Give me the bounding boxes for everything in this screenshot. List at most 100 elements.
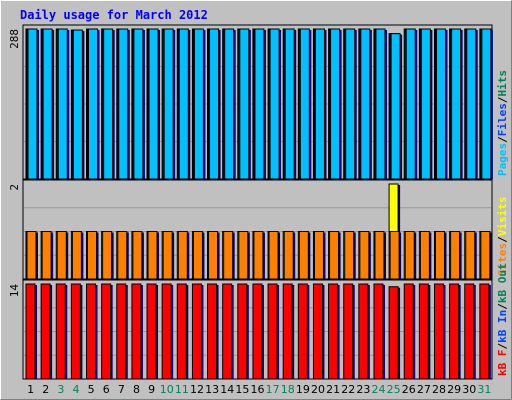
bar-pages-day-4 bbox=[72, 29, 83, 180]
day-label-26: 26 bbox=[402, 383, 416, 396]
bar-pages-day-18 bbox=[284, 28, 295, 180]
bar-kb-f-day-13 bbox=[207, 283, 218, 380]
bar-pages-day-2 bbox=[42, 28, 53, 180]
bar-kb-f-day-15 bbox=[237, 283, 248, 380]
bar-sites-day-15 bbox=[238, 231, 249, 280]
legend-entry: kB F bbox=[496, 350, 509, 377]
bar-pages-day-8 bbox=[133, 28, 144, 180]
panel-middle-max-label: 2 bbox=[8, 184, 21, 191]
bar-pages-day-16 bbox=[254, 28, 265, 180]
bar-pages-day-12 bbox=[193, 28, 204, 180]
bar-sites-day-23 bbox=[359, 231, 370, 280]
bar-kb-f-day-6 bbox=[101, 283, 112, 380]
bar-sites-day-18 bbox=[283, 231, 294, 280]
bar-kb-f-day-21 bbox=[328, 283, 339, 380]
bar-kb-f-day-4 bbox=[70, 283, 81, 380]
day-label-13: 13 bbox=[205, 383, 219, 396]
bar-sites-day-13 bbox=[208, 231, 219, 280]
bar-pages-day-1 bbox=[27, 28, 38, 180]
day-label-17: 17 bbox=[266, 383, 280, 396]
bar-pages-day-6 bbox=[103, 28, 114, 180]
day-label-4: 4 bbox=[72, 383, 79, 396]
bar-kb-f-day-10 bbox=[161, 283, 172, 380]
bar-sites-day-11 bbox=[177, 231, 188, 280]
legend-entry: / bbox=[496, 96, 509, 103]
bar-kb-f-day-5 bbox=[86, 283, 97, 380]
bar-kb-f-day-12 bbox=[191, 283, 202, 380]
bar-sites-day-28 bbox=[434, 231, 445, 280]
bar-pages-day-5 bbox=[88, 28, 99, 180]
bar-sites-day-20 bbox=[313, 231, 324, 280]
bar-pages-day-30 bbox=[466, 28, 477, 180]
day-label-2: 2 bbox=[42, 383, 49, 396]
bar-sites-day-10 bbox=[162, 231, 173, 280]
bar-sites-day-19 bbox=[298, 231, 309, 280]
bar-pages-day-25 bbox=[390, 33, 401, 180]
day-label-24: 24 bbox=[372, 383, 386, 396]
bar-sites-day-30 bbox=[465, 231, 476, 280]
bar-kb-f-day-8 bbox=[131, 283, 142, 380]
bar-pages-day-19 bbox=[299, 28, 310, 180]
bar-sites-day-26 bbox=[404, 231, 415, 280]
bar-pages-day-9 bbox=[148, 28, 159, 180]
bar-kb-f-day-28 bbox=[433, 283, 444, 380]
bar-pages-day-13 bbox=[209, 28, 220, 180]
bar-kb-f-day-29 bbox=[449, 283, 460, 380]
panel-middle-legend: Sites/Visits bbox=[496, 197, 509, 277]
day-label-15: 15 bbox=[235, 383, 249, 396]
legend-entry: Pages bbox=[496, 143, 509, 176]
legend-entry: Files bbox=[496, 103, 509, 136]
legend-entry: kB Out bbox=[496, 263, 509, 303]
bar-kb-f-day-11 bbox=[176, 283, 187, 380]
bar-pages-day-17 bbox=[269, 28, 280, 180]
bar-kb-f-day-19 bbox=[297, 283, 308, 380]
bar-pages-day-28 bbox=[435, 28, 446, 180]
bar-sites-day-7 bbox=[117, 231, 128, 280]
bar-pages-day-21 bbox=[330, 28, 341, 180]
bar-kb-f-day-25 bbox=[388, 286, 399, 380]
bar-kb-f-day-24 bbox=[373, 283, 384, 380]
bar-kb-f-day-23 bbox=[358, 283, 369, 380]
bar-sites-day-17 bbox=[268, 231, 279, 280]
panel-bottom-max-label: 14 bbox=[8, 284, 21, 298]
bar-kb-f-day-14 bbox=[222, 283, 233, 380]
bar-sites-day-8 bbox=[132, 231, 143, 280]
legend-entry: kB In bbox=[496, 310, 509, 343]
bar-kb-f-day-7 bbox=[116, 283, 127, 380]
day-label-27: 27 bbox=[417, 383, 431, 396]
bar-pages-day-31 bbox=[481, 28, 492, 180]
legend-entry: Visits bbox=[496, 197, 509, 237]
day-label-28: 28 bbox=[432, 383, 446, 396]
bar-kb-f-day-26 bbox=[403, 283, 414, 380]
bar-sites-day-3 bbox=[56, 231, 67, 280]
bar-kb-f-day-17 bbox=[267, 283, 278, 380]
legend-entry: / bbox=[496, 236, 509, 243]
bar-sites-day-25 bbox=[389, 231, 400, 280]
bar-sites-day-29 bbox=[450, 231, 461, 280]
bar-pages-day-15 bbox=[239, 28, 250, 180]
day-label-18: 18 bbox=[281, 383, 295, 396]
bar-pages-day-7 bbox=[118, 28, 129, 180]
bar-sites-day-27 bbox=[419, 231, 430, 280]
bar-kb-f-day-18 bbox=[282, 283, 293, 380]
bar-sites-day-1 bbox=[26, 231, 37, 280]
bar-pages-day-29 bbox=[451, 28, 462, 180]
panel-top-legend: Pages/Files/Hits bbox=[496, 70, 509, 176]
day-label-20: 20 bbox=[311, 383, 325, 396]
bar-pages-day-27 bbox=[420, 28, 431, 180]
bar-sites-day-31 bbox=[480, 231, 491, 280]
panel-bottom-legend: kB F/kB In/kB Out bbox=[496, 263, 509, 376]
day-label-1: 1 bbox=[27, 383, 34, 396]
bar-pages-day-3 bbox=[57, 28, 68, 180]
day-label-21: 21 bbox=[326, 383, 340, 396]
bar-kb-f-day-22 bbox=[343, 283, 354, 380]
day-label-3: 3 bbox=[57, 383, 64, 396]
bar-sites-day-2 bbox=[41, 231, 52, 280]
bar-kb-f-day-3 bbox=[55, 283, 66, 380]
day-label-5: 5 bbox=[88, 383, 95, 396]
bar-sites-day-22 bbox=[344, 231, 355, 280]
day-label-12: 12 bbox=[190, 383, 204, 396]
bar-kb-f-day-2 bbox=[40, 283, 51, 380]
